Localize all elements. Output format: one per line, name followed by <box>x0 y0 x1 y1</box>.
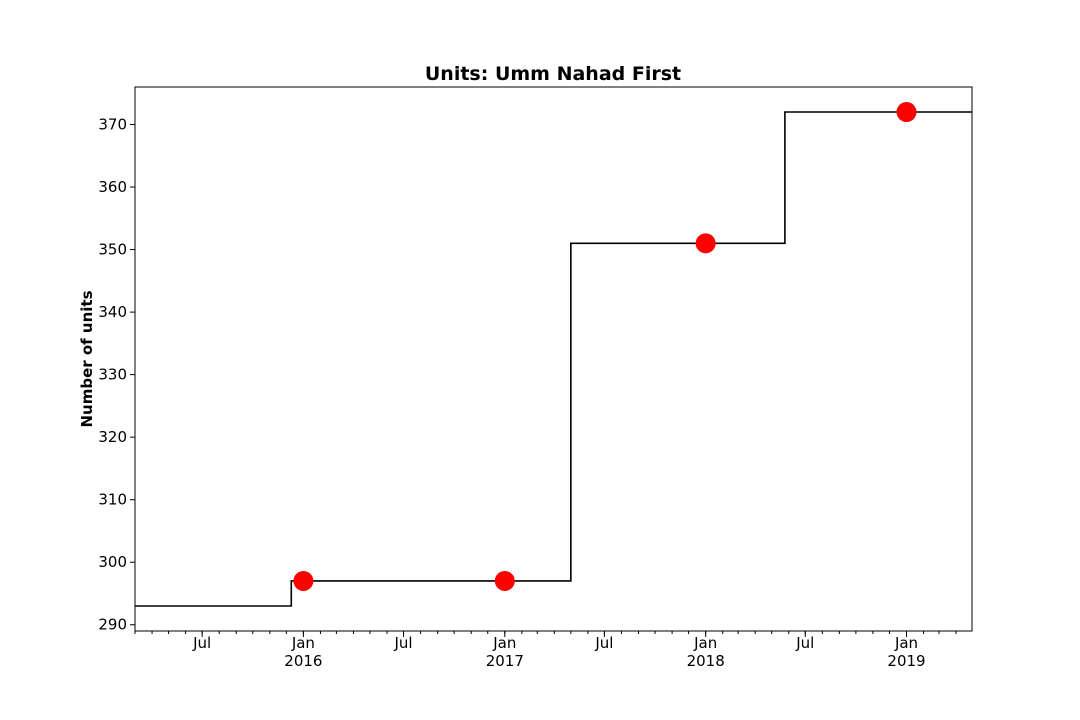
y-tick-label: 290 <box>98 616 127 634</box>
x-tick-label: Jan <box>291 634 315 652</box>
step-series-line <box>135 111 972 607</box>
y-tick-label: 350 <box>98 241 127 259</box>
chart-title: Units: Umm Nahad First <box>425 63 681 85</box>
data-point-marker <box>494 570 515 591</box>
x-tick-year-label: 2017 <box>486 652 524 670</box>
x-tick-label: Jan <box>693 634 717 652</box>
x-tick-label: Jul <box>795 634 814 652</box>
x-tick-label: Jan <box>492 634 516 652</box>
y-tick-label: 370 <box>98 116 127 134</box>
x-tick-label: Jul <box>192 634 211 652</box>
y-tick-label: 360 <box>98 178 127 196</box>
y-tick-label: 320 <box>98 428 127 446</box>
y-tick-label: 300 <box>98 553 127 571</box>
x-tick-label: Jan <box>894 634 918 652</box>
x-tick-year-label: 2018 <box>687 652 725 670</box>
x-tick-label: Jul <box>594 634 613 652</box>
x-tick-year-label: 2019 <box>887 652 925 670</box>
y-axis-label: Number of units <box>78 290 96 427</box>
data-point-marker <box>695 233 716 254</box>
x-tick-label: Jul <box>393 634 412 652</box>
y-tick-label: 330 <box>98 366 127 384</box>
data-point-marker <box>896 102 917 123</box>
plot-frame <box>134 86 973 632</box>
data-point-marker <box>293 570 314 591</box>
y-tick-label: 340 <box>98 303 127 321</box>
y-tick-label: 310 <box>98 491 127 509</box>
x-tick-year-label: 2016 <box>284 652 322 670</box>
